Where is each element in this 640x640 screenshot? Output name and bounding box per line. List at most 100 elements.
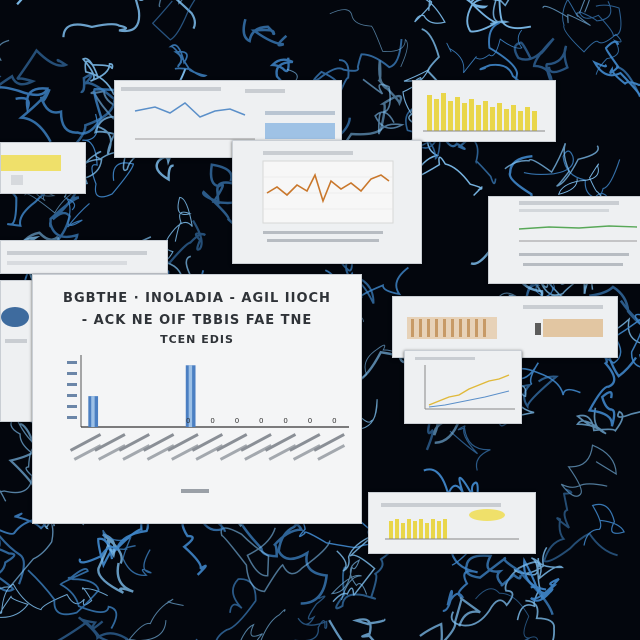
vein-path <box>542 488 618 563</box>
x-tick-label <box>94 433 126 452</box>
vein-path <box>152 0 196 41</box>
vein-path <box>475 588 539 640</box>
x-tick-label <box>191 433 224 452</box>
vein-path <box>220 527 331 593</box>
vein-path <box>238 519 328 605</box>
x-tick-label <box>289 433 321 452</box>
x-tick-label <box>122 444 151 461</box>
panel-line-chart-yellow <box>404 350 522 424</box>
vein-path <box>294 595 328 640</box>
vein-path <box>81 57 115 96</box>
vein-path <box>450 561 541 627</box>
bar-highlight <box>91 396 95 427</box>
vein-path <box>0 48 69 87</box>
vein-path <box>0 39 10 61</box>
vein-path <box>62 0 197 38</box>
vein-path <box>490 0 510 25</box>
vein-path <box>446 29 523 74</box>
panel-line-chart-orange <box>232 140 422 264</box>
x-tick-label <box>292 444 321 461</box>
x-tick-label <box>313 433 345 452</box>
x-tick-label <box>268 444 297 461</box>
vein-path <box>449 425 491 471</box>
x-tick-label <box>146 444 175 461</box>
vein-path <box>240 609 286 640</box>
vein-path <box>48 191 80 245</box>
bar-value-label: 0 <box>283 417 287 425</box>
vein-path <box>523 557 560 602</box>
x-axis-label <box>181 489 209 493</box>
main-chart-title-line-2: - ACK NE OIF TBBIS FAE TNE <box>81 313 313 328</box>
vein-path <box>330 559 368 601</box>
vein-path <box>102 529 152 577</box>
bar-highlight <box>188 365 193 427</box>
x-tick-label <box>216 433 248 452</box>
x-tick-label <box>97 444 126 461</box>
x-tick-label <box>244 444 273 461</box>
vein-path <box>419 596 481 640</box>
vein-path <box>592 40 640 98</box>
vein-path <box>57 616 129 640</box>
vein-path <box>82 113 135 198</box>
vein-path <box>328 618 386 640</box>
main-chart-title-line-3: TCEN EDIS <box>160 333 234 346</box>
vein-path <box>332 533 376 603</box>
vein-path <box>362 78 405 135</box>
vein-path <box>126 598 184 640</box>
vein-path <box>329 9 408 68</box>
vein-path <box>414 0 446 24</box>
vein-path <box>63 73 116 157</box>
x-tick-label <box>142 433 175 452</box>
panel-bar-chart-tan <box>392 296 618 358</box>
vein-path <box>562 0 622 75</box>
vein-path <box>542 0 591 26</box>
panel-icon-left <box>0 280 34 422</box>
panel-bar-chart-yellow-bottom <box>368 492 536 554</box>
panel-bar-chart-yellow-left <box>0 142 86 194</box>
panel-line-chart-green <box>488 196 640 284</box>
vein-path <box>560 444 617 497</box>
vein-path <box>195 578 257 640</box>
vein-path <box>575 407 640 435</box>
x-tick-label <box>73 444 102 461</box>
panel-bar-chart-yellow-top <box>412 80 556 142</box>
bar-value-label: 0 <box>235 417 239 425</box>
y-tick-label <box>67 372 77 375</box>
vein-path <box>242 18 288 47</box>
vein-path <box>18 87 118 143</box>
vein-path <box>525 599 555 640</box>
vein-path <box>587 347 637 427</box>
vein-path <box>504 142 599 187</box>
vein-path <box>0 534 25 592</box>
bar-value-label: 0 <box>332 417 336 425</box>
vein-path <box>466 0 532 33</box>
y-tick-label <box>67 394 77 397</box>
vein-path <box>0 507 58 535</box>
vein-path <box>312 39 403 92</box>
vein-path <box>168 44 208 78</box>
y-tick-label <box>67 405 77 408</box>
vein-path <box>0 86 50 114</box>
x-tick-label <box>264 433 297 452</box>
x-tick-label <box>195 444 224 461</box>
x-tick-label <box>171 444 199 461</box>
main-chart-svg: 0 0 0 0 0 0 0 <box>67 355 349 493</box>
y-tick-label <box>67 361 77 364</box>
bar-value-label: 0 <box>308 417 312 425</box>
vein-path <box>464 554 554 616</box>
x-tick-label <box>118 433 150 452</box>
vein-path <box>97 533 134 594</box>
panel-table-left <box>0 240 168 274</box>
bar-value-label: 0 <box>210 417 214 425</box>
vein-path <box>583 503 625 546</box>
vein-path <box>16 0 23 6</box>
x-tick-label <box>219 444 248 461</box>
y-tick-label <box>67 416 77 419</box>
main-chart-title-line-1: BGBTHE · INOLADIA - AGIL IIOCH <box>63 291 331 306</box>
y-tick-label <box>67 383 77 386</box>
vein-path <box>513 37 569 86</box>
main-bar-chart-panel: BGBTHE · INOLADIA - AGIL IIOCH - ACK NE … <box>32 274 362 524</box>
x-tick-label <box>240 433 272 452</box>
vein-path <box>523 150 621 202</box>
vein-path <box>27 568 118 629</box>
